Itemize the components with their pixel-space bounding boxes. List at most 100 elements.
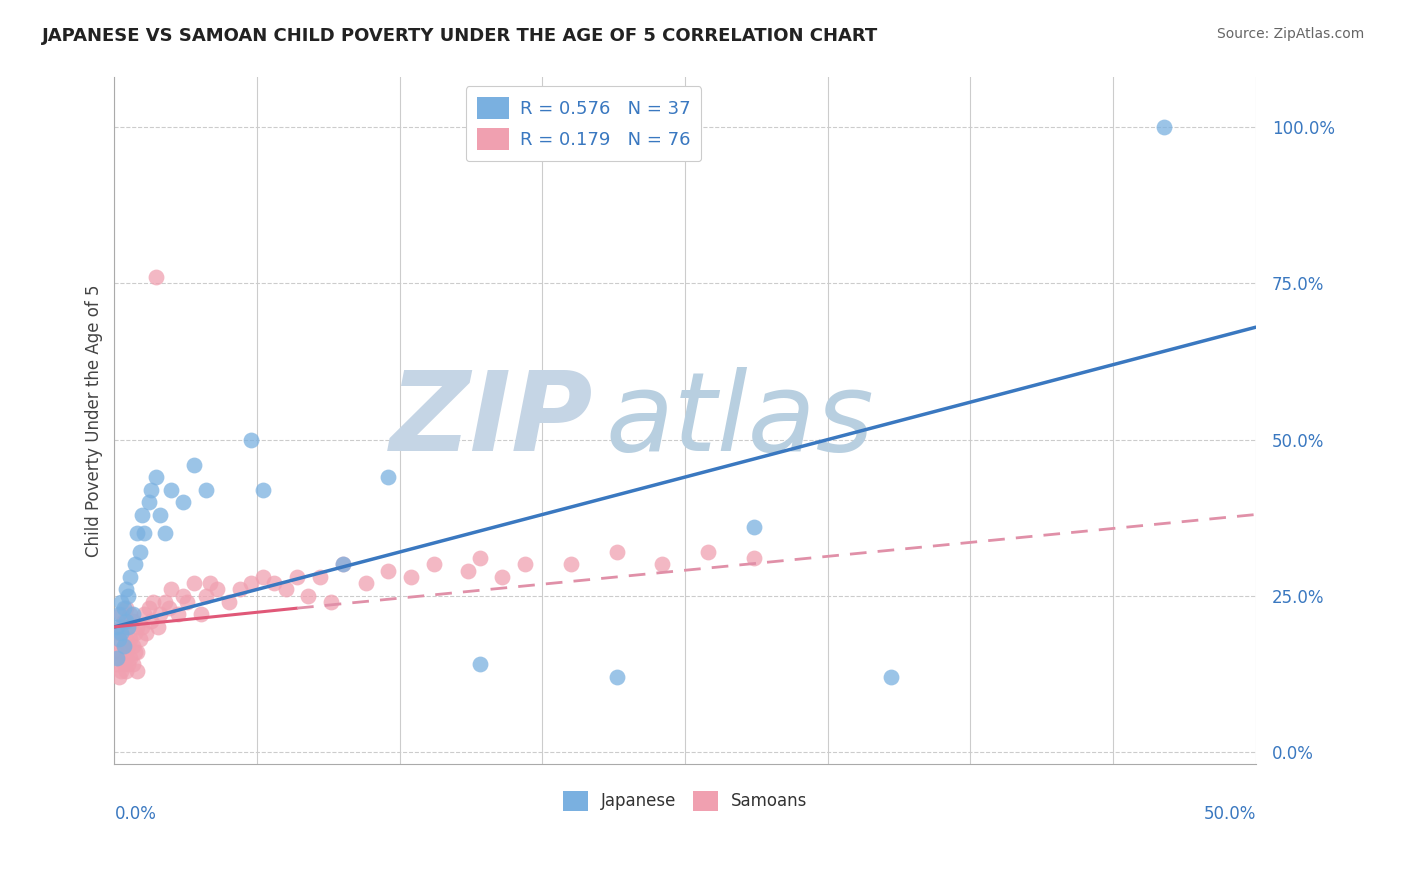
Point	[121, 657, 143, 672]
Point	[112, 657, 135, 672]
Point	[127, 645, 149, 659]
Point	[332, 558, 354, 572]
Point	[229, 582, 252, 597]
Legend: Japanese, Samoans: Japanese, Samoans	[555, 784, 814, 818]
Point	[120, 570, 142, 584]
Point	[252, 483, 274, 497]
Point	[110, 595, 132, 609]
Point	[194, 483, 217, 497]
Point	[468, 551, 491, 566]
Point	[124, 645, 146, 659]
Point	[127, 526, 149, 541]
Point	[145, 270, 167, 285]
Point	[252, 570, 274, 584]
Point	[153, 526, 176, 541]
Point	[117, 639, 139, 653]
Point	[124, 558, 146, 572]
Point	[117, 620, 139, 634]
Point	[321, 595, 343, 609]
Point	[153, 595, 176, 609]
Point	[114, 601, 136, 615]
Point	[183, 576, 205, 591]
Point	[172, 495, 194, 509]
Point	[121, 607, 143, 622]
Text: 0.0%: 0.0%	[114, 805, 156, 823]
Point	[263, 576, 285, 591]
Point	[110, 664, 132, 678]
Point	[146, 620, 169, 634]
Point	[132, 526, 155, 541]
Point	[149, 508, 172, 522]
Point	[112, 614, 135, 628]
Point	[114, 651, 136, 665]
Point	[205, 582, 228, 597]
Point	[194, 589, 217, 603]
Point	[114, 664, 136, 678]
Point	[131, 620, 153, 634]
Point	[515, 558, 537, 572]
Point	[105, 651, 128, 665]
Point	[183, 458, 205, 472]
Point	[149, 607, 172, 622]
Point	[121, 614, 143, 628]
Point	[190, 607, 212, 622]
Point	[112, 639, 135, 653]
Point	[468, 657, 491, 672]
Point	[132, 607, 155, 622]
Point	[1153, 120, 1175, 135]
Point	[240, 576, 263, 591]
Point	[138, 601, 160, 615]
Point	[200, 576, 222, 591]
Point	[332, 558, 354, 572]
Point	[606, 670, 628, 684]
Point	[105, 657, 128, 672]
Point	[139, 483, 162, 497]
Point	[112, 601, 135, 615]
Point	[157, 601, 180, 615]
Point	[176, 595, 198, 609]
Point	[879, 670, 901, 684]
Point	[114, 632, 136, 647]
Point	[108, 626, 131, 640]
Point	[139, 614, 162, 628]
Text: Source: ZipAtlas.com: Source: ZipAtlas.com	[1216, 27, 1364, 41]
Point	[697, 545, 720, 559]
Point	[160, 582, 183, 597]
Point	[240, 433, 263, 447]
Text: atlas: atlas	[605, 368, 873, 475]
Point	[742, 551, 765, 566]
Point	[128, 632, 150, 647]
Point	[274, 582, 297, 597]
Point	[138, 495, 160, 509]
Point	[142, 595, 165, 609]
Point	[108, 632, 131, 647]
Point	[110, 645, 132, 659]
Point	[285, 570, 308, 584]
Point	[117, 589, 139, 603]
Y-axis label: Child Poverty Under the Age of 5: Child Poverty Under the Age of 5	[86, 285, 103, 558]
Point	[457, 564, 479, 578]
Point	[117, 657, 139, 672]
Point	[128, 545, 150, 559]
Point	[127, 620, 149, 634]
Point	[218, 595, 240, 609]
Point	[105, 645, 128, 659]
Point	[127, 664, 149, 678]
Point	[105, 632, 128, 647]
Point	[145, 470, 167, 484]
Point	[308, 570, 330, 584]
Point	[108, 651, 131, 665]
Point	[491, 570, 513, 584]
Point	[354, 576, 377, 591]
Point	[377, 470, 399, 484]
Point	[124, 626, 146, 640]
Point	[172, 589, 194, 603]
Point	[297, 589, 319, 603]
Point	[606, 545, 628, 559]
Point	[110, 607, 132, 622]
Text: JAPANESE VS SAMOAN CHILD POVERTY UNDER THE AGE OF 5 CORRELATION CHART: JAPANESE VS SAMOAN CHILD POVERTY UNDER T…	[42, 27, 879, 45]
Point	[131, 508, 153, 522]
Point	[742, 520, 765, 534]
Point	[108, 607, 131, 622]
Point	[105, 620, 128, 634]
